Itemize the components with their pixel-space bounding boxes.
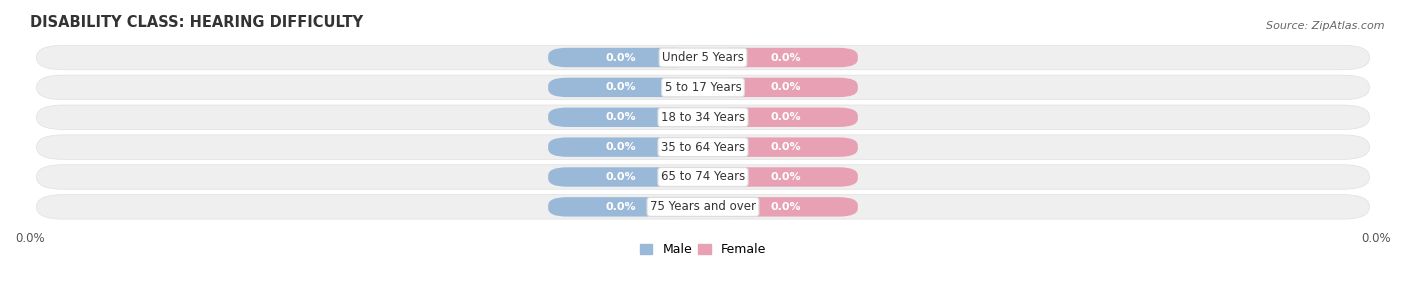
FancyBboxPatch shape: [548, 78, 693, 97]
Text: 5 to 17 Years: 5 to 17 Years: [665, 81, 741, 94]
Text: 0.0%: 0.0%: [770, 172, 801, 182]
FancyBboxPatch shape: [37, 45, 1369, 70]
FancyBboxPatch shape: [37, 105, 1369, 130]
Text: 0.0%: 0.0%: [605, 142, 636, 152]
Text: 35 to 64 Years: 35 to 64 Years: [661, 141, 745, 154]
FancyBboxPatch shape: [548, 108, 693, 127]
FancyBboxPatch shape: [37, 75, 1369, 100]
FancyBboxPatch shape: [548, 48, 693, 67]
Text: 18 to 34 Years: 18 to 34 Years: [661, 111, 745, 124]
Legend: Male, Female: Male, Female: [636, 239, 770, 261]
Text: 0.0%: 0.0%: [605, 202, 636, 212]
Text: 75 Years and over: 75 Years and over: [650, 200, 756, 214]
Text: 0.0%: 0.0%: [605, 52, 636, 63]
FancyBboxPatch shape: [548, 197, 693, 217]
FancyBboxPatch shape: [37, 195, 1369, 219]
Text: 65 to 74 Years: 65 to 74 Years: [661, 170, 745, 184]
FancyBboxPatch shape: [548, 138, 693, 157]
Text: 0.0%: 0.0%: [770, 142, 801, 152]
Text: 0.0%: 0.0%: [770, 82, 801, 92]
Text: 0.0%: 0.0%: [605, 82, 636, 92]
Text: 0.0%: 0.0%: [770, 112, 801, 122]
FancyBboxPatch shape: [713, 167, 858, 187]
FancyBboxPatch shape: [548, 167, 693, 187]
Text: 0.0%: 0.0%: [770, 52, 801, 63]
FancyBboxPatch shape: [713, 197, 858, 217]
FancyBboxPatch shape: [713, 138, 858, 157]
FancyBboxPatch shape: [713, 108, 858, 127]
Text: Source: ZipAtlas.com: Source: ZipAtlas.com: [1267, 21, 1385, 31]
Text: 0.0%: 0.0%: [605, 172, 636, 182]
Text: DISABILITY CLASS: HEARING DIFFICULTY: DISABILITY CLASS: HEARING DIFFICULTY: [30, 15, 363, 30]
FancyBboxPatch shape: [37, 135, 1369, 160]
FancyBboxPatch shape: [713, 78, 858, 97]
Text: 0.0%: 0.0%: [770, 202, 801, 212]
FancyBboxPatch shape: [37, 165, 1369, 189]
Text: Under 5 Years: Under 5 Years: [662, 51, 744, 64]
FancyBboxPatch shape: [713, 48, 858, 67]
Text: 0.0%: 0.0%: [605, 112, 636, 122]
